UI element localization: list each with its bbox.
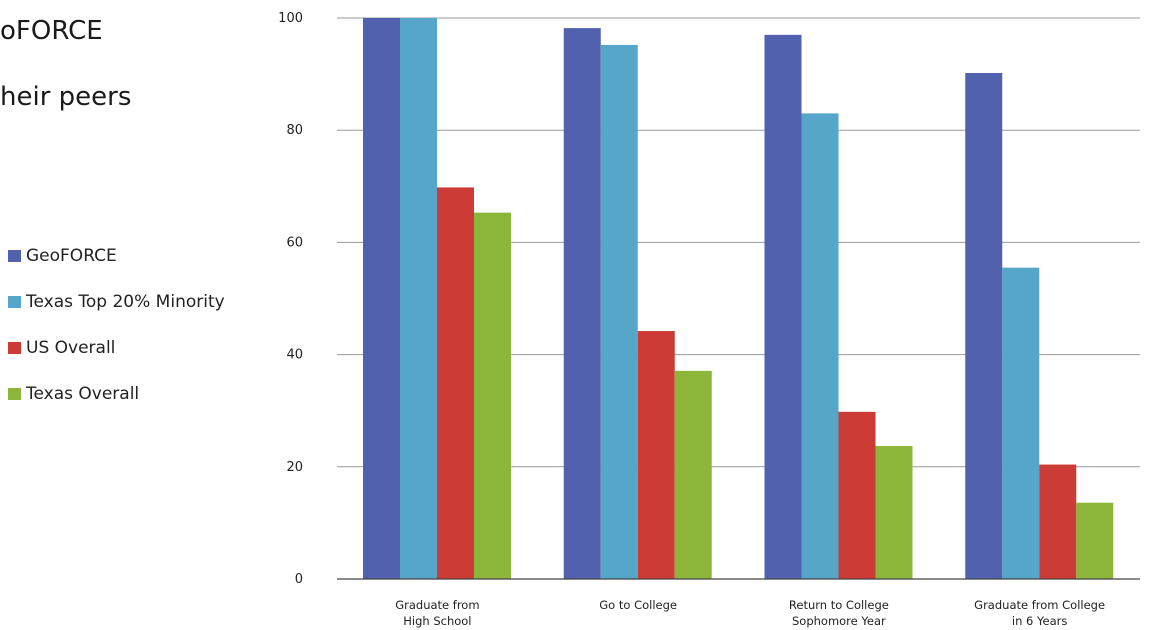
legend-label-texas-top-20-minority: Texas Top 20% Minority (26, 291, 225, 312)
legend-swatch-us-overall (8, 341, 21, 354)
legend-item-texas-top-20-minority: Texas Top 20% Minority (8, 290, 225, 313)
x-category-label-2: Go to College (599, 598, 677, 612)
y-tick-label-100: 100 (278, 11, 303, 26)
legend-label-geoforce: GeoFORCE (26, 245, 117, 266)
x-category-label-4: Graduate from College in 6 Years (974, 598, 1105, 628)
y-tick-label-20: 20 (286, 460, 303, 475)
bar-texas-top-20-minority-2 (600, 44, 638, 580)
y-tick-label-40: 40 (286, 348, 303, 363)
legend-item-texas-overall: Texas Overall (8, 382, 225, 405)
legend-label-us-overall: US Overall (26, 337, 116, 358)
x-category-label-line: Graduate from (395, 598, 479, 612)
x-category-label-3: Return to College Sophomore Year (789, 598, 889, 628)
x-category-label-line: Graduate from College (974, 598, 1105, 612)
bar-texas-top-20-minority-1 (400, 18, 437, 579)
x-category-label-line: in 6 Years (1012, 614, 1067, 628)
x-category-label-line: High School (403, 614, 471, 628)
bar-texas-overall-3 (875, 446, 913, 579)
y-tick-label-60: 60 (286, 235, 303, 250)
bar-texas-top-20-minority-4 (1002, 267, 1040, 579)
x-category-label-line: Go to College (599, 598, 677, 612)
bar-texas-overall-1 (474, 212, 511, 580)
chart-legend: GeoFORCE Texas Top 20% Minority US Overa… (8, 244, 225, 405)
bar-geoforce-4 (965, 72, 1003, 579)
legend-swatch-texas-top-20-minority (8, 295, 21, 308)
bar-us-overall-1 (437, 187, 474, 579)
legend-label-texas-overall: Texas Overall (26, 383, 140, 404)
bar-us-overall-3 (838, 411, 876, 579)
bar-geoforce-1 (363, 18, 400, 579)
bar-geoforce-2 (563, 28, 601, 579)
slide-title-line-1: oFORCE (0, 16, 103, 46)
legend-item-us-overall: US Overall (8, 336, 225, 359)
bar-us-overall-2 (637, 331, 675, 579)
bar-us-overall-4 (1039, 464, 1077, 579)
legend-swatch-geoforce (8, 249, 21, 262)
bar-texas-overall-2 (674, 370, 712, 579)
bar-geoforce-3 (764, 34, 802, 579)
y-tick-label-80: 80 (286, 123, 303, 138)
y-tick-label-0: 0 (295, 572, 303, 587)
slide-title-line-2: heir peers (0, 82, 132, 112)
legend-swatch-texas-overall (8, 387, 21, 400)
x-category-label-line: Sophomore Year (792, 614, 886, 628)
legend-item-geoforce: GeoFORCE (8, 244, 225, 267)
bar-texas-top-20-minority-3 (801, 113, 839, 580)
x-category-label-1: Graduate from High School (395, 598, 479, 628)
x-category-label-line: Return to College (789, 598, 889, 612)
bar-texas-overall-4 (1076, 502, 1114, 579)
